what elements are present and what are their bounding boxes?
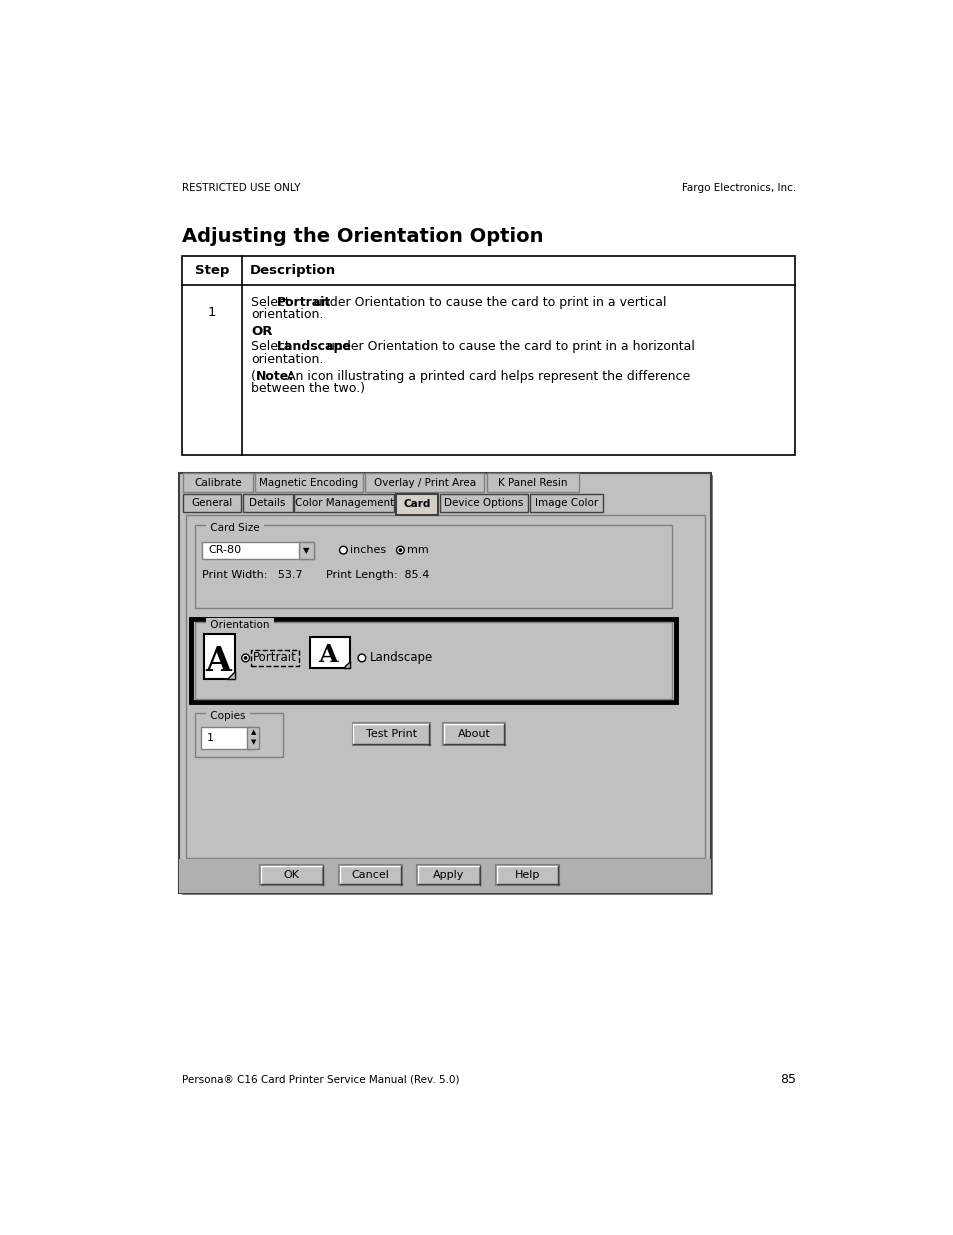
Text: About: About — [457, 729, 490, 740]
Bar — [247, 727, 259, 748]
Bar — [416, 864, 480, 885]
Text: ▼: ▼ — [251, 740, 255, 746]
Bar — [242, 494, 293, 513]
Circle shape — [241, 655, 249, 662]
Text: Note:: Note: — [255, 369, 294, 383]
Bar — [395, 494, 437, 515]
Text: Card: Card — [403, 499, 430, 509]
Text: orientation.: orientation. — [251, 353, 323, 366]
Text: under Orientation to cause the card to print in a horizontal: under Orientation to cause the card to p… — [322, 341, 694, 353]
Bar — [183, 473, 253, 493]
Text: CR-80: CR-80 — [209, 545, 241, 556]
Bar — [179, 858, 710, 893]
Text: orientation.: orientation. — [251, 308, 323, 321]
Text: A: A — [205, 645, 231, 678]
Text: Persona® C16 Card Printer Service Manual (Rev. 5.0): Persona® C16 Card Printer Service Manual… — [181, 1074, 458, 1084]
Bar — [194, 525, 672, 608]
Text: 1: 1 — [207, 306, 215, 319]
Polygon shape — [227, 671, 234, 679]
Text: Cancel: Cancel — [351, 871, 389, 881]
Text: General: General — [192, 498, 233, 508]
Text: An icon illustrating a printed card helps represent the difference: An icon illustrating a printed card help… — [279, 369, 690, 383]
Circle shape — [339, 546, 347, 555]
Polygon shape — [342, 661, 349, 668]
Bar — [194, 713, 283, 757]
Text: Orientation: Orientation — [207, 620, 273, 630]
Bar — [529, 494, 602, 513]
Text: Select: Select — [251, 295, 294, 309]
Text: mm: mm — [406, 545, 428, 556]
Text: Test Print: Test Print — [365, 729, 416, 740]
Text: between the two.): between the two.) — [251, 382, 365, 395]
Text: Color Management: Color Management — [294, 498, 394, 508]
Bar — [353, 724, 429, 745]
Text: ▲: ▲ — [251, 730, 255, 736]
Text: OR: OR — [251, 325, 273, 338]
Text: Card Size: Card Size — [207, 522, 263, 532]
Text: Step: Step — [194, 264, 229, 277]
Bar — [338, 864, 401, 885]
Text: RESTRICTED USE ONLY: RESTRICTED USE ONLY — [181, 183, 300, 193]
Text: Calibrate: Calibrate — [193, 478, 241, 488]
Text: Copies: Copies — [207, 710, 249, 721]
Bar — [486, 473, 578, 493]
Text: ▼: ▼ — [303, 546, 310, 555]
Bar — [201, 727, 253, 748]
Text: Print Width:   53.7: Print Width: 53.7 — [202, 569, 303, 579]
Text: Image Color: Image Color — [534, 498, 598, 508]
Text: under Orientation to cause the card to print in a vertical: under Orientation to cause the card to p… — [310, 295, 666, 309]
Text: Print Length:  85.4: Print Length: 85.4 — [325, 569, 429, 579]
Text: inches: inches — [349, 545, 385, 556]
Circle shape — [396, 546, 404, 555]
Bar — [181, 256, 794, 454]
Bar — [496, 864, 558, 885]
Bar — [260, 864, 323, 885]
Text: 1: 1 — [206, 734, 213, 743]
Bar — [254, 473, 362, 493]
Bar — [443, 724, 504, 745]
Bar — [202, 542, 314, 558]
Text: Device Options: Device Options — [444, 498, 523, 508]
Text: Overlay / Print Area: Overlay / Print Area — [374, 478, 476, 488]
Text: Adjusting the Orientation Option: Adjusting the Orientation Option — [181, 227, 542, 246]
Text: 85: 85 — [780, 1073, 796, 1087]
Bar — [185, 515, 703, 858]
Text: K Panel Resin: K Panel Resin — [497, 478, 567, 488]
Bar — [298, 542, 314, 558]
Text: Apply: Apply — [433, 871, 464, 881]
Bar — [294, 494, 394, 513]
Circle shape — [357, 655, 365, 662]
Text: Portrait: Portrait — [277, 295, 331, 309]
Text: (: ( — [251, 369, 255, 383]
Bar — [183, 494, 241, 513]
Text: Description: Description — [249, 264, 335, 277]
Text: Magnetic Encoding: Magnetic Encoding — [259, 478, 358, 488]
Circle shape — [398, 548, 402, 552]
Bar — [181, 475, 712, 895]
Text: Select: Select — [251, 341, 294, 353]
Text: Landscape: Landscape — [369, 651, 433, 664]
Bar — [204, 634, 234, 679]
Bar — [309, 637, 349, 668]
Bar — [179, 473, 710, 893]
Text: Landscape: Landscape — [277, 341, 352, 353]
Bar — [194, 621, 672, 699]
Bar — [365, 473, 484, 493]
Bar — [439, 494, 528, 513]
Text: Fargo Electronics, Inc.: Fargo Electronics, Inc. — [681, 183, 796, 193]
FancyBboxPatch shape — [251, 651, 298, 666]
Text: Portrait: Portrait — [253, 651, 296, 664]
Text: OK: OK — [283, 871, 299, 881]
Text: Details: Details — [249, 498, 286, 508]
Text: Help: Help — [515, 871, 539, 881]
Bar — [191, 619, 676, 701]
Circle shape — [243, 656, 247, 659]
Text: A: A — [318, 643, 337, 667]
